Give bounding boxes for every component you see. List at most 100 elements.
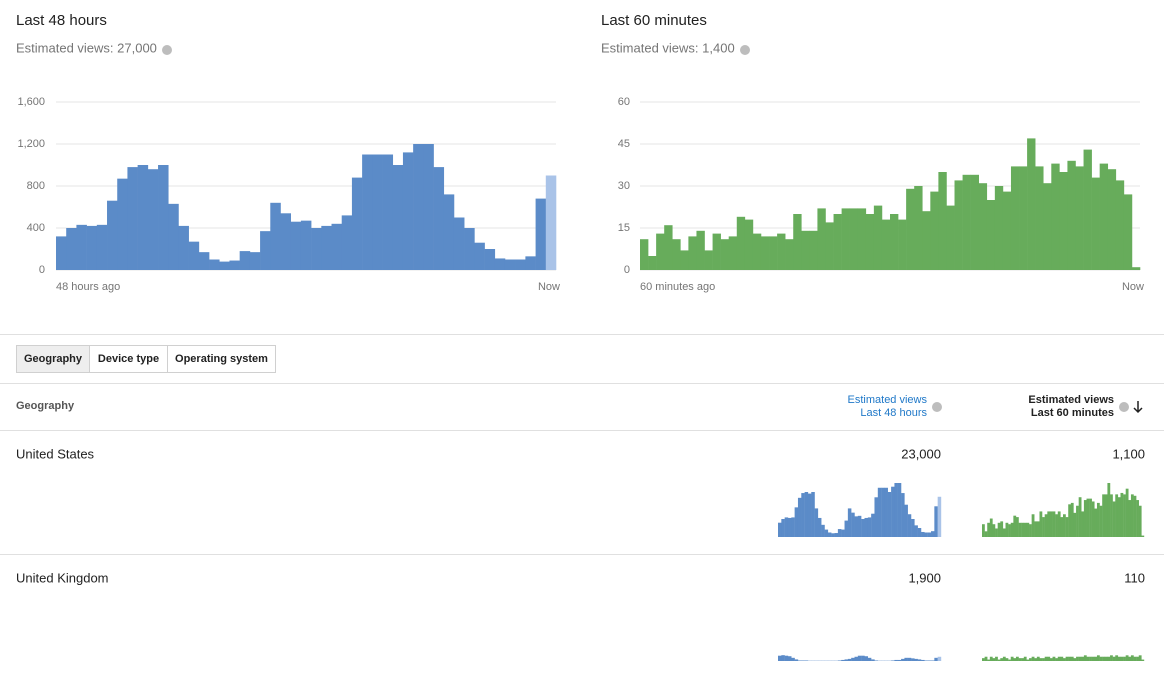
- sparkline-bar: [1099, 505, 1103, 537]
- sparkline-bar: [1010, 522, 1014, 537]
- tab[interactable]: [89, 345, 168, 373]
- bar: [382, 154, 394, 270]
- sparkline-bar: [1094, 508, 1098, 537]
- sparkline-bar: [1138, 655, 1142, 661]
- row-label[interactable]: United States: [16, 446, 95, 461]
- column-header[interactable]: Last 48 hours: [860, 407, 927, 419]
- sparkline-bar: [987, 522, 991, 537]
- bar: [760, 236, 770, 270]
- x-axis-label: Now: [1122, 281, 1144, 293]
- cell-value: 1,900: [908, 570, 941, 585]
- sparkline-bar: [987, 659, 991, 661]
- sparkline-bar: [1125, 488, 1129, 537]
- bar: [178, 225, 189, 270]
- sparkline-bar: [1076, 656, 1079, 661]
- sparkline-bar: [827, 532, 832, 537]
- bar: [1067, 160, 1076, 270]
- sparkline-bar: [871, 513, 875, 537]
- sparkline-bar: [807, 493, 812, 537]
- sparkline-bar: [1141, 535, 1145, 537]
- column-header[interactable]: Estimated views: [848, 394, 928, 406]
- sparkline-bar: [1091, 501, 1095, 537]
- bar: [229, 260, 240, 270]
- sparkline-bar: [1023, 656, 1027, 661]
- bar: [736, 216, 746, 270]
- bar: [137, 165, 149, 270]
- sparkline-bar: [1073, 658, 1077, 661]
- sparkline-bar: [1117, 656, 1121, 661]
- tab[interactable]: [16, 345, 90, 373]
- tab-label[interactable]: Device type: [98, 353, 159, 365]
- bar: [341, 215, 353, 270]
- bar: [311, 228, 322, 270]
- panel-title: Last 60 minutes: [601, 12, 707, 29]
- bar: [198, 252, 210, 270]
- bar: [127, 167, 138, 270]
- sparkline-bar: [1123, 494, 1126, 537]
- sparkline-bar: [837, 529, 842, 537]
- sparkline-bar: [917, 659, 922, 661]
- sparkline-bar: [894, 659, 898, 661]
- sparkline-bar: [851, 657, 855, 661]
- tab[interactable]: [167, 345, 276, 373]
- column-header[interactable]: Estimated views: [1028, 394, 1114, 406]
- bar: [793, 214, 802, 270]
- sparkline-bar: [844, 659, 849, 661]
- bar: [938, 172, 947, 270]
- sparkline-bar: [901, 658, 905, 661]
- bar: [744, 219, 754, 270]
- sparkline-bar: [1107, 656, 1111, 661]
- sparkline-bar: [1107, 483, 1111, 537]
- bar: [474, 242, 485, 270]
- tab-label[interactable]: Operating system: [175, 353, 268, 365]
- sparkline-bar: [1089, 498, 1092, 537]
- bar: [769, 236, 778, 270]
- sparkline-bar: [921, 659, 925, 661]
- sparkline-bar: [1055, 658, 1058, 661]
- sparkline-bar: [1081, 656, 1085, 661]
- sparkline-bar: [854, 656, 859, 661]
- sparkline-bar: [841, 529, 845, 537]
- sparkline-bar: [992, 524, 996, 537]
- bar: [290, 221, 302, 270]
- bar: [1027, 138, 1036, 270]
- y-tick-label: 60: [618, 96, 630, 108]
- sparkline-bar: [1052, 511, 1056, 537]
- bar: [117, 178, 128, 270]
- bar: [833, 214, 842, 270]
- bar: [219, 261, 230, 270]
- sparkline-bar: [1039, 658, 1043, 661]
- sparkline-bar: [1063, 514, 1066, 537]
- sparkline-bar: [989, 518, 993, 537]
- tab-label[interactable]: Geography: [24, 353, 83, 365]
- bar: [962, 174, 971, 270]
- sparkline-bar: [781, 655, 785, 661]
- sparkline-bar: [1112, 656, 1116, 661]
- bar: [978, 183, 988, 270]
- sparkline-bar: [897, 483, 902, 537]
- bar: [712, 233, 721, 270]
- row-label[interactable]: United Kingdom: [16, 570, 109, 585]
- bar: [688, 236, 697, 270]
- bar: [857, 208, 867, 270]
- sparkline-bar: [847, 658, 852, 661]
- sparkline-bar: [1086, 656, 1090, 661]
- bar: [321, 225, 332, 270]
- column-header[interactable]: Geography: [16, 400, 75, 412]
- panel-subtitle: Estimated views: 27,000: [16, 40, 157, 55]
- bar: [664, 225, 673, 270]
- sparkline-bar: [1005, 658, 1009, 661]
- sparkline-bar: [1115, 655, 1119, 661]
- bar: [300, 220, 312, 270]
- sort-arrow[interactable]: [1133, 401, 1143, 414]
- sparkline-bar: [1136, 656, 1139, 661]
- bar: [640, 239, 649, 270]
- sparkline-bar: [1034, 658, 1038, 661]
- sparkline-bar: [1039, 511, 1043, 537]
- sparkline-bar: [1010, 656, 1014, 661]
- column-header[interactable]: Last 60 minutes: [1031, 407, 1114, 419]
- bar: [752, 233, 762, 270]
- sparkline-bar: [1138, 505, 1142, 537]
